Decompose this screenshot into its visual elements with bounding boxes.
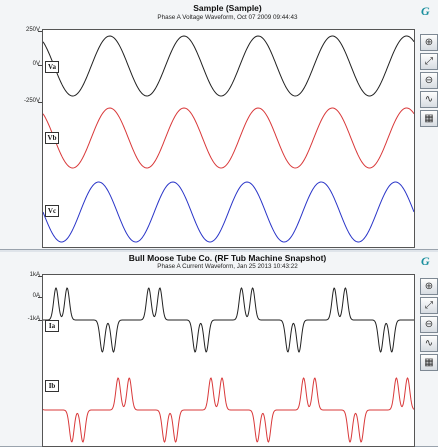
zoom-fit-icon[interactable]: ⤢ [420,297,438,314]
series-line-vc [43,181,414,243]
voltage-plot-svg [43,35,414,243]
pattern-icon[interactable]: ▦ [420,110,438,127]
brand-logo: G [421,254,430,268]
y-tick-mark [38,276,42,277]
y-tick-mark [38,320,42,321]
plot-area[interactable] [42,29,415,248]
waveform-icon[interactable]: ∿ [420,335,438,352]
y-tick-label: 0V [32,61,40,67]
current-waveform-panel: Bull Moose Tube Co. (RF Tub Machine Snap… [0,252,438,447]
voltage-waveform-panel: Sample (Sample) Phase A Voltage Waveform… [0,0,438,250]
current-plot-svg [43,287,414,443]
chart-subtitle: Phase A Current Waveform, Jan 25 2013 10… [157,263,298,270]
series-line-ia [43,287,414,353]
chart-subtitle: Phase A Voltage Waveform, Oct 07 2009 09… [157,14,298,21]
y-tick-label: -1kA [27,316,40,322]
y-tick-mark [38,297,42,298]
waveform-icon[interactable]: ∿ [420,91,438,108]
chart-title: Sample (Sample) [193,3,262,13]
y-tick-label: 250V [25,27,40,33]
series-tag-ia: Ia [45,320,59,332]
zoom-out-icon[interactable]: ⊖ [420,316,438,333]
series-line-vb [43,107,414,169]
series-tag-ib: Ib [45,380,59,392]
series-tag-va: Va [45,61,59,73]
y-tick-label: 0A [32,293,40,299]
chart-title: Bull Moose Tube Co. (RF Tub Machine Snap… [128,253,327,263]
series-tag-vb: Vb [45,132,59,144]
zoom-in-icon[interactable]: ⊕ [420,278,438,295]
y-tick-label: 1kA [29,272,40,278]
y-tick-mark [38,31,42,32]
series-line-ib [43,377,414,443]
zoom-fit-icon[interactable]: ⤢ [420,53,438,70]
series-tag-vc: Vc [45,205,59,217]
brand-logo: G [421,4,430,18]
series-line-va [43,35,414,97]
zoom-in-icon[interactable]: ⊕ [420,34,438,51]
pattern-icon[interactable]: ▦ [420,354,438,371]
y-tick-label: -250V [23,98,40,104]
y-tick-mark [38,102,42,103]
zoom-out-icon[interactable]: ⊖ [420,72,438,89]
plot-area[interactable] [42,274,415,447]
y-tick-mark [38,65,42,66]
